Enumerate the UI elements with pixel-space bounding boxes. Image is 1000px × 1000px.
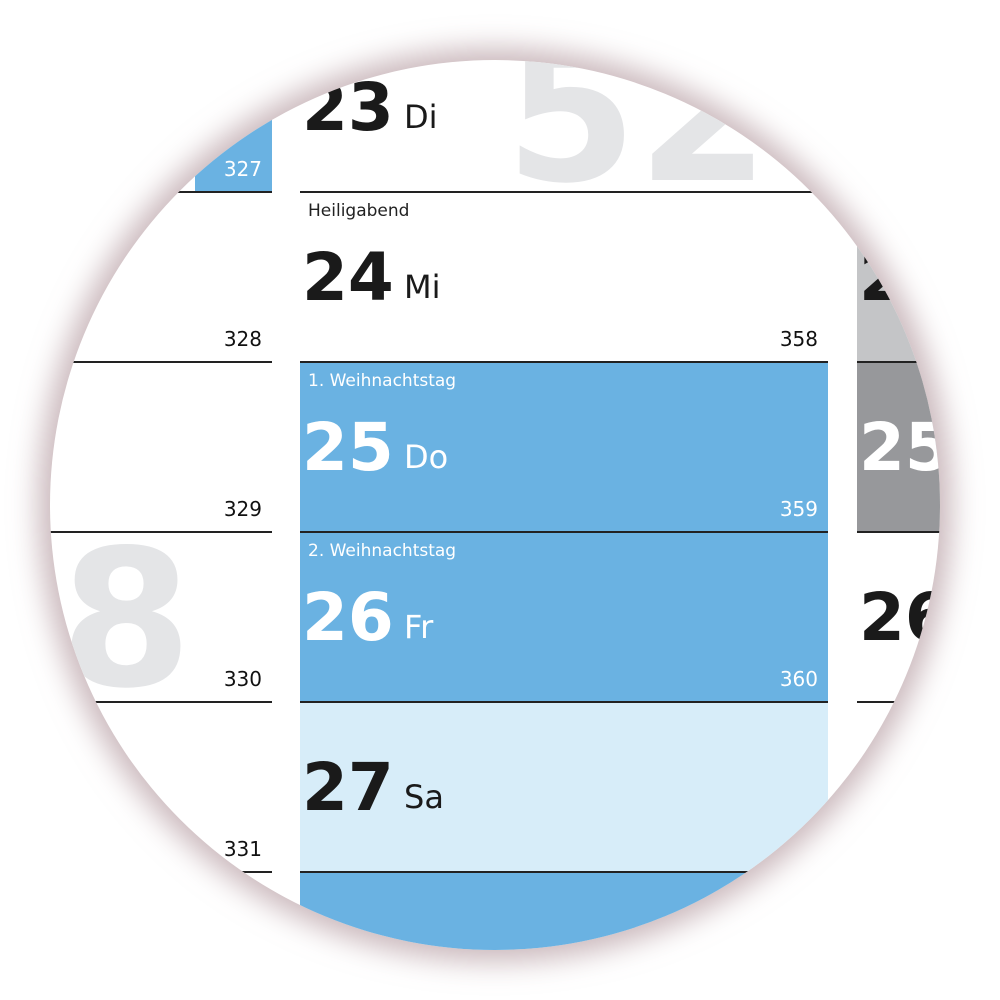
week-number-52: 52 xyxy=(505,60,770,225)
day-number: 25 xyxy=(302,409,394,486)
day-number: 26 xyxy=(859,579,940,656)
weekday: Mi xyxy=(404,268,441,306)
day-cell-23[interactable]: 23 Di xyxy=(300,60,828,193)
holiday-label: 1. Weihnachtstag xyxy=(308,371,457,391)
day-cell-24[interactable]: Heiligabend 24 Mi 358 xyxy=(300,193,828,363)
day-of-year: 358 xyxy=(779,327,818,351)
weekday: Sa xyxy=(404,778,444,816)
day-of-year: 327 xyxy=(223,157,262,181)
day-of-year: 331 xyxy=(223,837,262,861)
weekday: Fr xyxy=(404,608,434,646)
left-cell: 331 xyxy=(50,703,272,873)
day-of-year: 360 xyxy=(779,667,818,691)
day-number: 23 xyxy=(302,69,394,146)
left-cell: 327 xyxy=(50,60,272,193)
day-of-year: 329 xyxy=(223,497,262,521)
day-cell-28[interactable] xyxy=(300,873,828,950)
weekday: Di xyxy=(404,98,438,136)
magnifier-lens: 52 8 327 328 329 330 331 23 Di Heiligabe… xyxy=(50,60,940,950)
right-cell: 2 xyxy=(857,193,940,363)
day-cell-26[interactable]: 2. Weihnachtstag 26 Fr 360 xyxy=(300,533,828,703)
day-cell-25[interactable]: 1. Weihnachtstag 25 Do 359 xyxy=(300,363,828,533)
day-number: 27 xyxy=(302,749,394,826)
left-cell: 328 xyxy=(50,193,272,363)
week-number-left: 8 xyxy=(60,509,193,730)
holiday-label: 2. Weihnachtstag xyxy=(308,541,457,561)
day-of-year: 330 xyxy=(223,667,262,691)
day-of-year: 328 xyxy=(223,327,262,351)
day-number: 26 xyxy=(302,579,394,656)
day-number: 2 xyxy=(859,239,905,316)
right-cell: 26 xyxy=(857,533,940,703)
left-cell: 330 xyxy=(50,533,272,703)
day-number: 25 xyxy=(859,409,940,486)
day-number: 24 xyxy=(302,239,394,316)
day-cell-27[interactable]: 27 Sa xyxy=(300,703,828,873)
holiday-label: Heiligabend xyxy=(308,201,410,221)
day-of-year: 359 xyxy=(779,497,818,521)
right-cell: 25 xyxy=(857,363,940,533)
left-cell: 329 xyxy=(50,363,272,533)
weekday: Do xyxy=(404,438,449,476)
